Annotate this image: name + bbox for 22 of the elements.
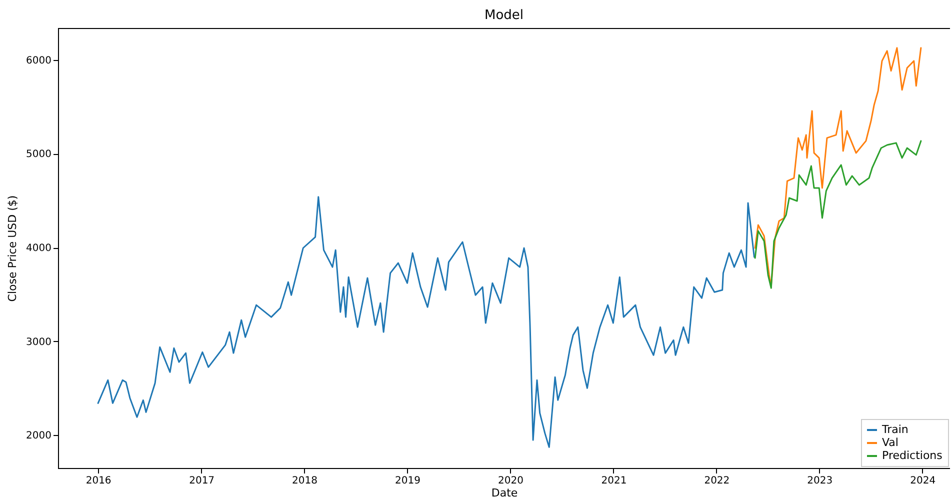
y-axis-title: Close Price USD ($)	[6, 195, 20, 302]
y-tick-label: 4000	[26, 243, 52, 254]
x-axis-title: Date	[491, 486, 518, 498]
chart-title: Model	[484, 8, 524, 23]
x-tick-label: 2022	[704, 476, 730, 486]
y-tick-label: 5000	[26, 149, 52, 160]
x-tick-label: 2018	[292, 476, 318, 486]
x-tick-label: 2017	[189, 476, 215, 486]
legend-label: Val	[882, 436, 898, 449]
x-tick-label: 2020	[498, 476, 524, 486]
x-tick-label: 2024	[910, 476, 936, 486]
y-tick-label: 2000	[26, 430, 52, 442]
x-tick-label: 2023	[807, 476, 833, 486]
y-tick-label: 3000	[26, 336, 52, 348]
line-series	[97, 196, 755, 448]
y-tick-label: 6000	[26, 55, 52, 66]
x-tick-label: 2019	[395, 476, 420, 486]
line-series	[754, 140, 922, 289]
legend-label: Predictions	[882, 449, 943, 462]
x-tick-label: 2021	[601, 476, 627, 486]
x-tick-label: 2016	[86, 476, 112, 486]
legend-label: Train	[881, 423, 908, 436]
